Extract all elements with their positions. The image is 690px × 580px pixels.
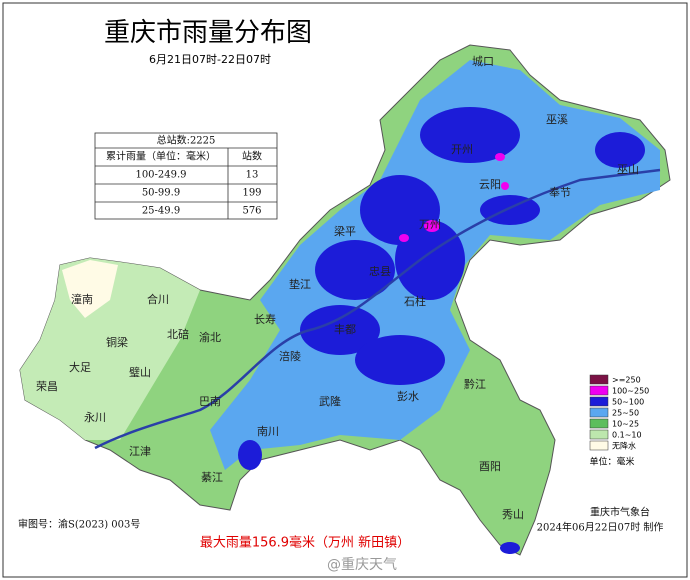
table-cell: 199: [242, 188, 261, 199]
table-cell: 25-49.9: [142, 206, 180, 217]
max-rain: 最大雨量156.9毫米（万州 新田镇）: [200, 535, 410, 551]
rain-50-100: [238, 107, 645, 554]
district-label: 垫江: [289, 277, 311, 291]
district-label: 綦江: [201, 471, 223, 484]
district-label: 秀山: [502, 508, 524, 521]
district-label: 云阳: [479, 178, 501, 191]
legend-swatch: [589, 385, 609, 396]
district-label: 万州: [419, 218, 441, 231]
district-label: 涪陵: [279, 349, 301, 363]
legend-unit: 单位：毫米: [589, 456, 634, 468]
legend-swatch: [589, 418, 609, 429]
title: 重庆市雨量分布图: [104, 18, 312, 48]
district-label: 梁平: [334, 224, 356, 238]
table-header: 累计雨量（单位：毫米）: [106, 150, 216, 163]
district-label: 铜梁: [106, 335, 128, 349]
table-cell: 50-99.9: [142, 188, 180, 199]
district-label: 北碚: [167, 327, 189, 341]
legend-label: 无降水: [612, 441, 636, 451]
subtitle: 6月21日07时-22日07时: [149, 53, 271, 66]
district-label: 巫溪: [546, 113, 568, 126]
legend-swatch: [589, 396, 609, 407]
legend-label: 25~50: [612, 409, 639, 418]
river: [94, 168, 661, 450]
district-label: 酉阳: [479, 460, 501, 473]
district-label: 城口: [472, 55, 494, 68]
map-number: 审图号：渝S(2023) 003号: [18, 518, 140, 531]
district-label: 潼南: [71, 292, 93, 306]
district-label: 大足: [69, 360, 91, 374]
district-label: 永川: [84, 410, 106, 424]
made-time: 2024年06月22日07时 制作: [537, 521, 664, 534]
watermark: @重庆天气: [327, 557, 397, 573]
legend-swatch: [589, 429, 609, 440]
district-label: 江津: [129, 445, 151, 458]
table-cell: 100-249.9: [135, 170, 186, 181]
district-label: 黔江: [464, 377, 486, 391]
legend-swatch: [589, 440, 609, 451]
district-label: 武隆: [319, 394, 341, 408]
legend-label: >=250: [612, 376, 641, 385]
district-label: 石柱: [404, 294, 426, 308]
table-title: 总站数:2225: [157, 134, 216, 147]
agency: 重庆市气象台: [590, 506, 650, 519]
table-cell: 13: [246, 170, 259, 181]
district-label: 奉节: [549, 185, 571, 199]
legend-label: 100~250: [612, 387, 649, 396]
legend-label: 10~25: [612, 420, 639, 429]
district-label: 丰都: [334, 323, 356, 336]
legend-label: 0.1~10: [612, 431, 642, 440]
district-label: 渝北: [199, 330, 221, 344]
legend-swatch: [589, 407, 609, 418]
district-label: 长寿: [254, 312, 276, 326]
district-label: 璧山: [129, 365, 151, 379]
district-label: 荣昌: [36, 380, 58, 393]
rain-100-250: [399, 153, 509, 242]
stats-table: [94, 132, 278, 220]
district-label: 合川: [147, 292, 169, 306]
district-label: 忠县: [369, 265, 391, 278]
district-label: 彭水: [397, 389, 419, 403]
table-cell: 576: [242, 206, 261, 217]
legend-swatch: [589, 374, 609, 385]
district-label: 巴南: [199, 395, 221, 408]
light-area: [20, 258, 200, 440]
district-label: 南川: [257, 425, 279, 438]
legend-label: 50~100: [612, 398, 644, 407]
table-header: 站数: [242, 150, 262, 163]
dry-area: [62, 260, 118, 318]
district-label: 巫山: [617, 163, 639, 176]
district-label: 开州: [451, 143, 473, 156]
